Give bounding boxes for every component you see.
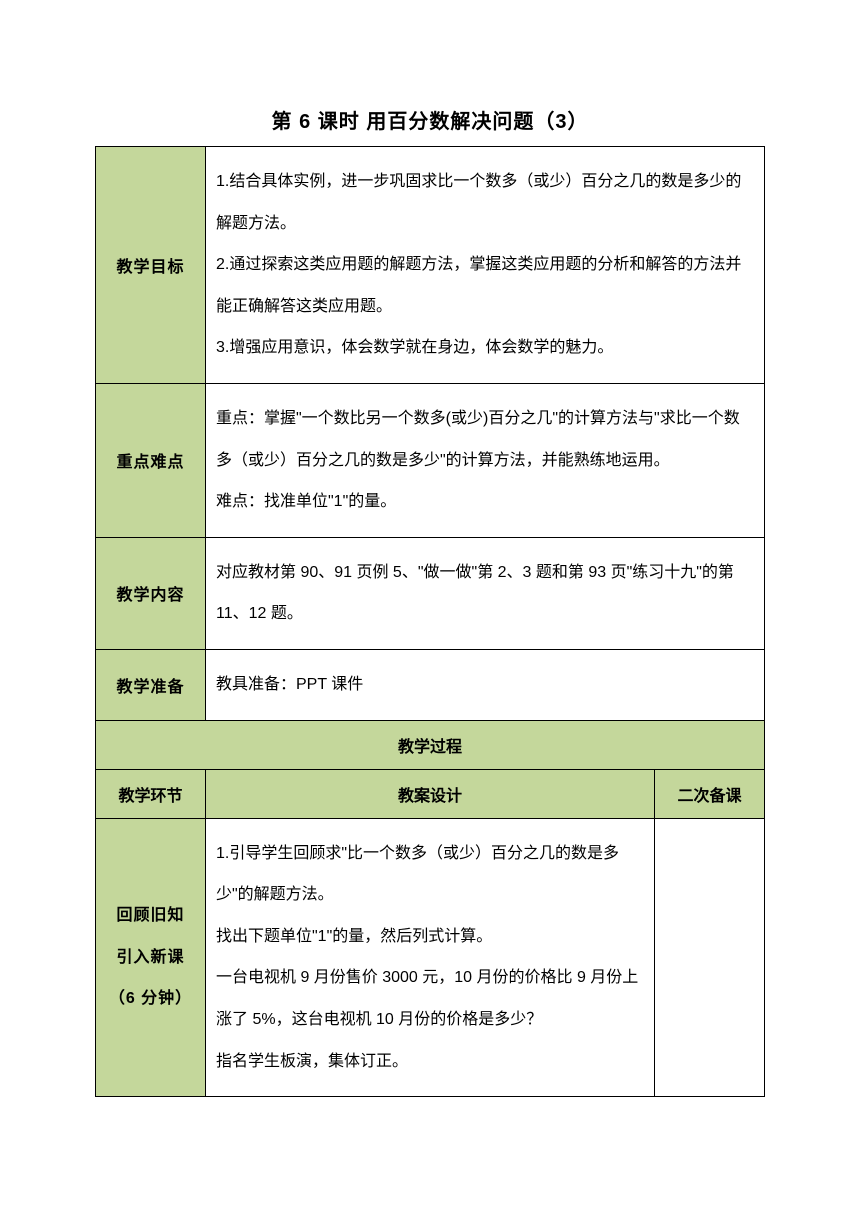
label-content-ref: 教学内容 <box>96 537 206 649</box>
label-keypoints: 重点难点 <box>96 383 206 537</box>
lesson-title: 第 6 课时 用百分数解决问题（3） <box>95 105 765 134</box>
process-header: 教学过程 <box>96 720 765 769</box>
row-stage1: 回顾旧知 引入新课 （6 分钟） 1.引导学生回顾求"比一个数多（或少）百分之几… <box>96 818 765 1097</box>
col-stage: 教学环节 <box>96 769 206 818</box>
col-design: 教案设计 <box>206 769 655 818</box>
content-objectives: 1.结合具体实例，进一步巩固求比一个数多（或少）百分之几的数是多少的解题方法。 … <box>206 147 765 384</box>
row-keypoints: 重点难点 重点：掌握"一个数比另一个数多(或少)百分之几"的计算方法与"求比一个… <box>96 383 765 537</box>
label-prep: 教学准备 <box>96 649 206 720</box>
content-keypoints: 重点：掌握"一个数比另一个数多(或少)百分之几"的计算方法与"求比一个数多（或少… <box>206 383 765 537</box>
row-objectives: 教学目标 1.结合具体实例，进一步巩固求比一个数多（或少）百分之几的数是多少的解… <box>96 147 765 384</box>
row-process-cols: 教学环节 教案设计 二次备课 <box>96 769 765 818</box>
content-content-ref: 对应教材第 90、91 页例 5、"做一做"第 2、3 题和第 93 页"练习十… <box>206 537 765 649</box>
row-content-ref: 教学内容 对应教材第 90、91 页例 5、"做一做"第 2、3 题和第 93 … <box>96 537 765 649</box>
lesson-plan-table: 教学目标 1.结合具体实例，进一步巩固求比一个数多（或少）百分之几的数是多少的解… <box>95 146 765 1097</box>
design-stage1: 1.引导学生回顾求"比一个数多（或少）百分之几的数是多少"的解题方法。 找出下题… <box>206 818 655 1097</box>
row-prep: 教学准备 教具准备：PPT 课件 <box>96 649 765 720</box>
label-stage1: 回顾旧知 引入新课 （6 分钟） <box>96 818 206 1097</box>
label-objectives: 教学目标 <box>96 147 206 384</box>
row-process-header: 教学过程 <box>96 720 765 769</box>
col-notes: 二次备课 <box>654 769 764 818</box>
content-prep: 教具准备：PPT 课件 <box>206 649 765 720</box>
notes-stage1 <box>654 818 764 1097</box>
